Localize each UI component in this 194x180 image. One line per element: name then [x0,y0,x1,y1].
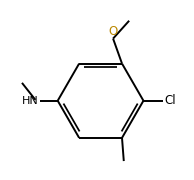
Text: HN: HN [22,96,39,106]
Text: Cl: Cl [164,94,176,107]
Text: O: O [108,25,118,38]
